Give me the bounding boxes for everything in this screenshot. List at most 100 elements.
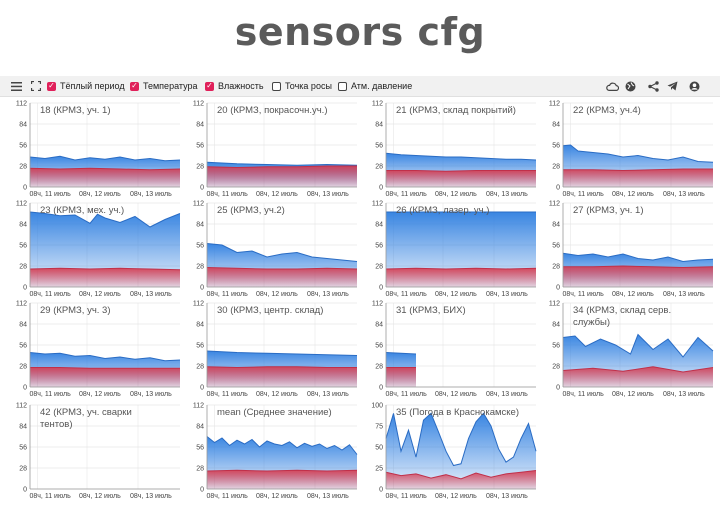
y-tick-label: 112 (549, 301, 560, 308)
x-tick-label: 08ч, 12 июль (435, 391, 477, 398)
temperature-line (206, 165, 357, 169)
y-tick-label: 75 (375, 424, 383, 431)
y-tick-label: 84 (552, 122, 560, 129)
x-tick-label: 08ч, 11 июль (563, 291, 605, 298)
menu-icon[interactable] (8, 78, 24, 94)
y-tick-label: 0 (556, 185, 560, 192)
temperature-area (386, 268, 536, 287)
account-icon[interactable] (686, 78, 702, 94)
checkbox-label: Тёплый период (60, 81, 125, 91)
temperature-area (563, 366, 713, 387)
x-tick-label: 08ч, 11 июль (563, 391, 605, 398)
temperature-line (563, 168, 713, 172)
temperature-area (30, 367, 180, 387)
chart-title: 18 (КРМЗ, уч. 1) (40, 105, 111, 116)
globe-icon[interactable] (622, 78, 638, 94)
y-tick-label: 112 (16, 201, 27, 208)
x-tick-label: 08ч, 13 июль (130, 191, 172, 198)
x-tick-label: 08ч, 13 июль (486, 493, 528, 500)
y-tick-label: 50 (375, 445, 383, 452)
y-tick-label: 100 (371, 403, 383, 410)
y-tick-label: 112 (16, 403, 27, 410)
y-tick-label: 84 (375, 222, 383, 229)
checkbox-icon: ✓ (130, 81, 139, 91)
x-tick-label: 08ч, 12 июль (256, 493, 298, 500)
y-tick-label: 56 (19, 445, 27, 452)
y-tick-label: 0 (379, 487, 383, 494)
chart-svg: 0 28 56 84 112 08ч, 11 июль 08ч, 12 июль 08ч, 1… (16, 101, 181, 198)
y-tick-label: 84 (552, 222, 560, 229)
checkbox-label: Температура (143, 81, 198, 91)
temperature-line (562, 366, 714, 373)
y-tick-label: 0 (379, 385, 383, 392)
x-tick-label: 08ч, 12 июль (256, 191, 298, 198)
temperature-line (29, 167, 181, 171)
checkbox-humidity[interactable]: ✓ Влажность (205, 76, 264, 96)
checkbox-warm-period[interactable]: ✓ Тёплый период (47, 76, 125, 96)
cloud-icon[interactable] (604, 78, 620, 94)
y-tick-label: 0 (556, 285, 560, 292)
fullscreen-icon[interactable] (28, 78, 44, 94)
chart-svg: 0 28 56 84 112 08ч, 11 июль 08ч, 12 июль 08ч, 1… (549, 101, 714, 198)
temperature-line (563, 265, 714, 269)
humidity-line (29, 352, 181, 362)
x-tick-label: 08ч, 13 июль (130, 291, 172, 298)
checkbox-dew-point[interactable]: Точка росы (272, 76, 332, 96)
y-tick-label: 112 (193, 403, 204, 410)
y-tick-label: 28 (375, 364, 383, 371)
y-tick-label: 56 (19, 143, 27, 150)
checkbox-atm-pressure[interactable]: Атм. давление (338, 76, 412, 96)
y-tick-label: 56 (19, 343, 27, 350)
y-tick-label: 56 (375, 343, 383, 350)
y-tick-label: 56 (196, 143, 204, 150)
temperature-line (385, 470, 537, 480)
y-tick-label: 28 (375, 164, 383, 171)
humidity-line (562, 252, 714, 263)
telegram-icon[interactable] (664, 78, 680, 94)
y-tick-label: 84 (375, 122, 383, 129)
checkbox-temperature[interactable]: ✓ Температура (130, 76, 198, 96)
temperature-line (29, 267, 181, 271)
y-tick-label: 112 (549, 201, 560, 208)
y-tick-label: 0 (200, 185, 204, 192)
y-tick-label: 0 (23, 185, 27, 192)
y-tick-label: 25 (375, 466, 383, 473)
y-tick-label: 28 (552, 164, 560, 171)
y-tick-label: 56 (375, 243, 383, 250)
x-tick-label: 08ч, 13 июль (307, 493, 349, 500)
x-tick-label: 08ч, 12 июль (79, 493, 121, 500)
humidity-line (206, 350, 358, 356)
x-tick-label: 08ч, 11 июль (386, 191, 428, 198)
humidity-line (385, 412, 537, 467)
humidity-line (562, 144, 714, 163)
y-tick-label: 84 (19, 322, 27, 329)
y-tick-label: 0 (23, 385, 27, 392)
chart-title: 22 (КРМЗ, уч.4) (573, 105, 641, 116)
y-tick-label: 56 (19, 243, 27, 250)
y-tick-label: 112 (372, 301, 383, 308)
x-tick-label: 08ч, 13 июль (486, 391, 528, 398)
chart-svg: 0 28 56 84 112 08ч, 11 июль 08ч, 12 июль 08ч, 1… (372, 301, 536, 398)
x-tick-label: 08ч, 13 июль (130, 493, 172, 500)
y-tick-label: 28 (552, 364, 560, 371)
x-tick-label: 08ч, 11 июль (207, 493, 249, 500)
chart-svg: 0 28 56 84 112 08ч, 11 июль 08ч, 12 июль 08ч, 1… (372, 201, 537, 298)
y-tick-label: 0 (200, 285, 204, 292)
chart-svg: 0 28 56 84 112 08ч, 11 июль 08ч, 12 июль 08ч, 1… (549, 201, 714, 298)
chart-svg: 0 28 56 84 112 08ч, 11 июль 08ч, 12 июль 08ч, 1… (16, 201, 181, 298)
chart-title: mean (Среднее значение) (217, 407, 332, 418)
x-tick-label: 08ч, 13 июль (130, 391, 172, 398)
chart-title: 20 (КРМЗ, покрасочн.уч.) (217, 105, 328, 116)
x-tick-label: 08ч, 12 июль (256, 391, 298, 398)
x-tick-label: 08ч, 11 июль (386, 391, 428, 398)
temperature-area (30, 168, 180, 187)
x-tick-label: 08ч, 13 июль (663, 391, 705, 398)
chart-title: 21 (КРМЗ, склад покрытий) (396, 105, 516, 116)
chart-title: 34 (КРМЗ, склад серв. службы) (573, 305, 672, 328)
share-icon[interactable] (645, 78, 661, 94)
checkbox-icon: ✓ (47, 81, 56, 91)
y-tick-label: 112 (372, 201, 383, 208)
y-tick-label: 28 (19, 164, 27, 171)
temperature-line (385, 267, 537, 270)
temperature-line (206, 469, 358, 472)
